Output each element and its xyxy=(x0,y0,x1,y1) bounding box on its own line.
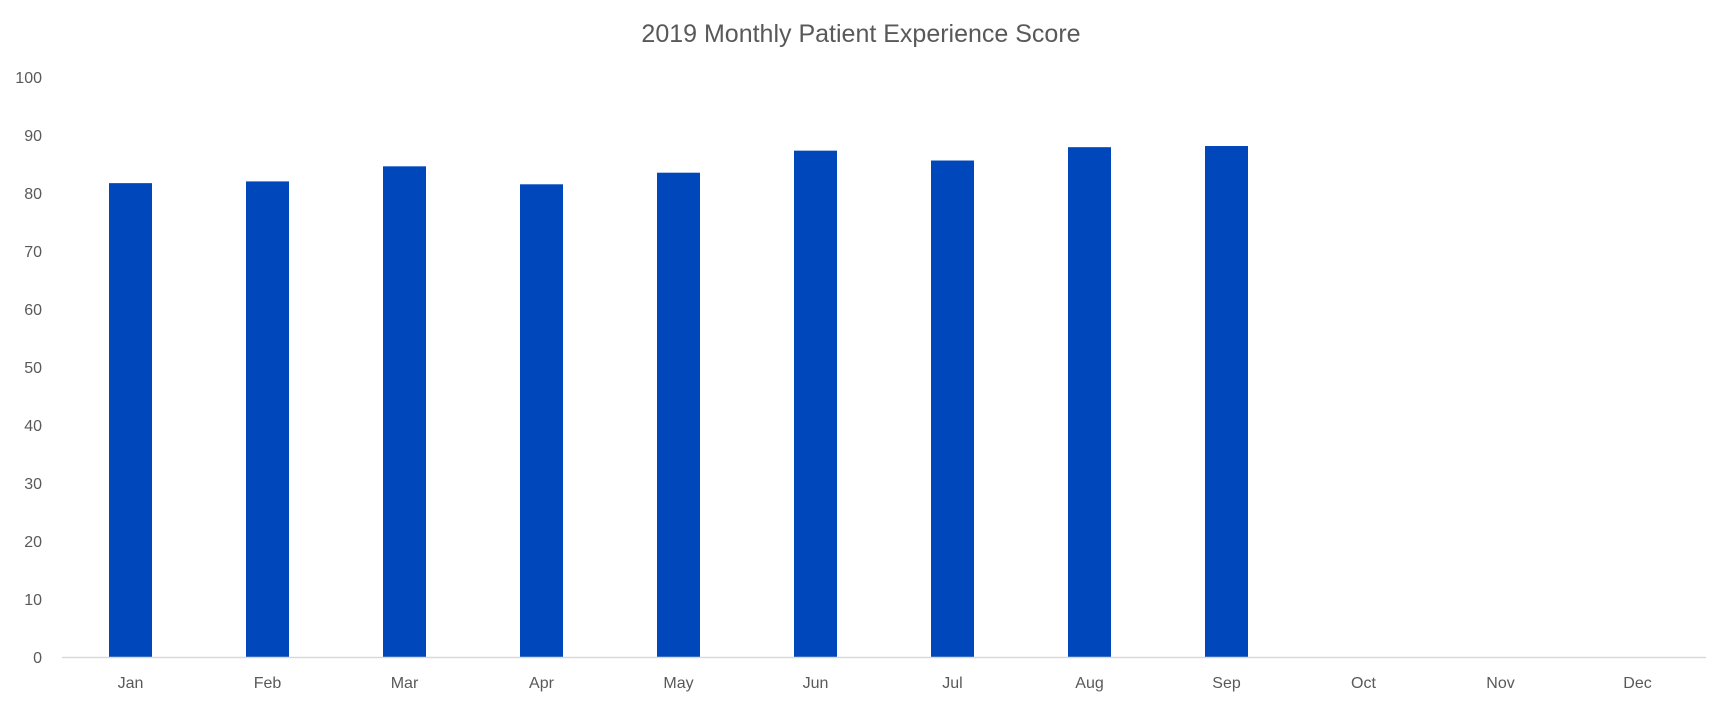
x-tick-label-dec: Dec xyxy=(1623,675,1651,692)
y-tick-label: 20 xyxy=(24,534,42,551)
y-axis-ticks: 0 10 20 30 40 50 60 70 80 90 100 xyxy=(15,70,42,667)
y-tick-label: 0 xyxy=(33,650,42,667)
y-tick-label: 10 xyxy=(24,592,42,609)
bar-jan xyxy=(109,183,152,657)
y-tick-label: 60 xyxy=(24,302,42,319)
chart-title: 2019 Monthly Patient Experience Score xyxy=(641,20,1081,48)
x-tick-label-mar: Mar xyxy=(391,675,419,692)
y-tick-label: 70 xyxy=(24,244,42,261)
y-tick-label: 40 xyxy=(24,418,42,435)
x-tick-label-jan: Jan xyxy=(118,675,144,692)
x-tick-label-nov: Nov xyxy=(1486,675,1514,692)
y-tick-label: 100 xyxy=(15,70,42,87)
bar-jun xyxy=(794,150,837,657)
bar-aug xyxy=(1068,147,1111,657)
x-tick-label-aug: Aug xyxy=(1075,675,1103,692)
x-tick-label-sep: Sep xyxy=(1212,675,1241,692)
bar-may xyxy=(657,172,700,657)
y-tick-label: 30 xyxy=(24,476,42,493)
bar-apr xyxy=(520,184,563,658)
x-tick-label-jul: Jul xyxy=(942,675,962,692)
x-axis-ticks: Jan Feb Mar Apr May Jun Jul Aug Sep Oct Nov Dec xyxy=(118,675,1652,692)
bar-jul xyxy=(931,160,974,657)
x-tick-label-oct: Oct xyxy=(1351,675,1376,692)
bar-mar xyxy=(383,166,426,657)
y-tick-label: 90 xyxy=(24,128,42,145)
bars-group xyxy=(109,146,1248,658)
bar-sep xyxy=(1205,146,1248,657)
bar-feb xyxy=(246,181,289,657)
x-tick-label-apr: Apr xyxy=(529,675,555,692)
y-tick-label: 50 xyxy=(24,360,42,377)
x-tick-label-feb: Feb xyxy=(254,675,282,692)
x-tick-label-may: May xyxy=(663,675,693,692)
x-tick-label-jun: Jun xyxy=(803,675,829,692)
y-tick-label: 80 xyxy=(24,186,42,203)
